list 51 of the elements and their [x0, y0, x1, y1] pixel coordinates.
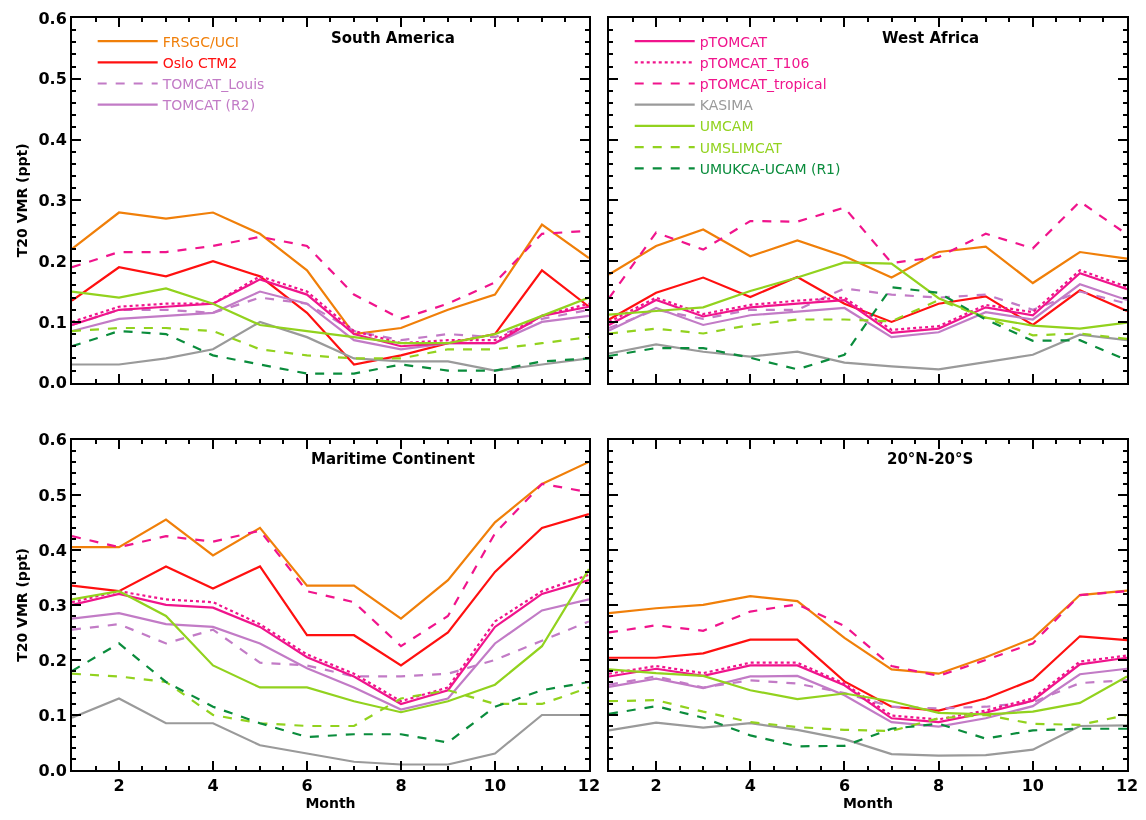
legend-label: KASIMA: [699, 97, 754, 114]
y-tick-label: 0.3: [38, 190, 67, 210]
x-tick-label: 12: [1115, 776, 1139, 796]
legend-label: UMUKCA-UCAM (R1): [699, 160, 841, 177]
text: Maritime Continent: [311, 450, 475, 468]
x-tick-label: 2: [650, 776, 662, 796]
legend-label: UMCAM: [699, 118, 754, 135]
y-tick-label: 0.4: [38, 130, 67, 150]
line-series: [72, 211, 589, 336]
y-tick-label: 0.6: [38, 8, 67, 28]
x-tick-label: 4: [207, 776, 219, 796]
legend-label: FRSGC/UCI: [162, 33, 239, 50]
y-axis-title: T20 VMR (ppt): [13, 548, 30, 662]
y-tick-label: 0.0: [38, 760, 67, 780]
text: 20°N-20°S: [887, 450, 974, 468]
legend-label: TOMCAT (R2): [161, 97, 256, 114]
x-axis-title: Month: [305, 795, 356, 812]
y-tick-label: 0.0: [38, 373, 67, 393]
x-tick-label: 8: [933, 776, 945, 796]
y-tick-label: 0.2: [38, 650, 67, 670]
x-tick-label: 4: [744, 776, 756, 796]
y-tick-label: 0.4: [38, 540, 67, 560]
line-series: [72, 642, 589, 744]
line-series: [72, 260, 589, 366]
text: West Africa: [882, 29, 980, 47]
legend-label: Oslo CTM2: [162, 54, 238, 71]
line-series: [72, 329, 589, 375]
legend-label: pTOMCAT: [699, 33, 768, 50]
x-axis-title: Month: [842, 795, 894, 812]
legend-label: TOMCAT_Louis: [161, 75, 265, 92]
legend-label: pTOMCAT_tropical: [699, 75, 827, 92]
y-tick-label: 0.3: [38, 595, 67, 615]
y-tick-label: 0.2: [38, 251, 67, 271]
y-tick-label: 0.5: [38, 485, 67, 505]
x-tick-label: 6: [301, 776, 313, 796]
y-tick-label: 0.6: [38, 430, 67, 450]
y-axis-title: T20 VMR (ppt): [13, 143, 30, 258]
x-tick-label: 6: [838, 776, 851, 796]
x-tick-label: 10: [1021, 776, 1044, 796]
legend-label: pTOMCAT_T106: [699, 54, 810, 71]
text: South America: [331, 29, 455, 47]
y-tick-label: 0.1: [38, 705, 67, 725]
x-tick-label: 2: [113, 776, 125, 796]
x-tick-label: 8: [395, 776, 407, 796]
x-tick-label: 10: [483, 776, 507, 796]
y-tick-label: 0.1: [38, 312, 67, 332]
line-series: [72, 598, 589, 711]
legend-label: UMSLIMCAT: [699, 139, 783, 156]
line-series: [72, 513, 589, 667]
y-tick-label: 0.5: [38, 69, 67, 89]
x-tick-label: 12: [577, 776, 601, 796]
